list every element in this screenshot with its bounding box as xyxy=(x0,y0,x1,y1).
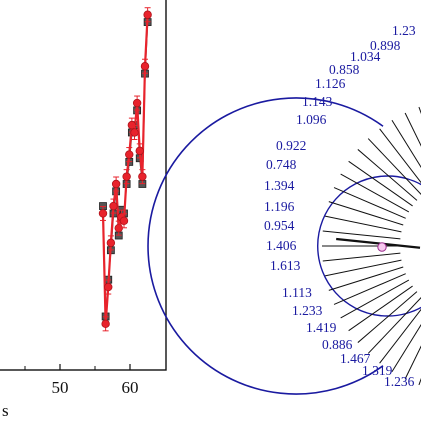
data-point xyxy=(101,319,110,329)
pointer-line xyxy=(336,237,421,249)
data-point xyxy=(130,128,139,137)
radial-value-label: 1.236 xyxy=(384,374,415,389)
radial-spoke xyxy=(333,187,406,219)
x-tick-label: 50 xyxy=(52,378,69,397)
radial-spoke xyxy=(404,345,421,380)
radial-spoke xyxy=(357,149,418,201)
radial-value-label: 0.954 xyxy=(264,218,295,233)
data-point xyxy=(98,209,108,218)
radial-value-label: 1.467 xyxy=(340,351,371,366)
plot-frame xyxy=(0,0,167,371)
radial-value-label: 1.319 xyxy=(362,363,393,378)
radial-value-label: 1.096 xyxy=(296,112,327,127)
radial-spoke xyxy=(322,230,401,240)
data-point xyxy=(122,172,131,181)
data-point xyxy=(143,10,152,19)
radial-spoke xyxy=(333,273,406,305)
radial-value-label: 0.922 xyxy=(276,138,306,153)
x-axis-ticks: 50 60 xyxy=(24,364,139,397)
radial-value-label: 1.419 xyxy=(306,320,337,335)
radial-value-label: 0.898 xyxy=(370,38,401,53)
radial-spoke xyxy=(367,296,421,354)
radial-spoke xyxy=(348,160,413,207)
radial-spoke xyxy=(322,252,401,262)
inner-ring xyxy=(317,175,421,317)
radial-spoke xyxy=(324,259,402,277)
series-layer xyxy=(98,7,152,332)
radial-value-label: 0.886 xyxy=(322,337,353,352)
radial-value-label: 1.233 xyxy=(292,303,323,318)
line-chart-panel: 50 60 s xyxy=(0,0,167,420)
radial-value-label: 1.143 xyxy=(302,94,333,109)
radial-spoke xyxy=(348,285,413,332)
radial-value-label: 1.406 xyxy=(266,238,297,253)
data-point xyxy=(132,98,142,108)
radial-spoke xyxy=(379,128,421,184)
x-axis-label-fragment: s xyxy=(2,401,9,420)
data-point xyxy=(109,201,118,211)
data-point xyxy=(119,216,129,225)
radial-value-label: 0.858 xyxy=(329,62,360,77)
radial-spoke xyxy=(357,291,418,343)
radial-value-label: 0.748 xyxy=(266,157,297,172)
data-point xyxy=(138,172,147,181)
radial-value-label: 1.196 xyxy=(264,199,295,214)
radial-spoke xyxy=(340,279,410,319)
radial-spoke xyxy=(404,112,421,147)
data-point xyxy=(104,282,113,292)
radial-value-label: 1.126 xyxy=(315,76,346,91)
radial-spoke xyxy=(367,138,421,196)
radial-value-label: 1.034 xyxy=(350,49,381,64)
data-point xyxy=(106,238,116,248)
data-point xyxy=(111,179,121,189)
data-point xyxy=(140,62,150,71)
radial-spoke xyxy=(340,173,410,213)
data-point xyxy=(125,150,134,159)
radial-diagram xyxy=(147,97,421,395)
radial-value-label: 1.113 xyxy=(282,285,312,300)
radial-spoke xyxy=(328,201,404,226)
radial-value-label: 1.394 xyxy=(264,178,295,193)
radial-spoke xyxy=(379,308,421,364)
outer-ring xyxy=(147,97,384,395)
radial-spoke xyxy=(324,215,402,233)
radial-value-label: 1.23 xyxy=(392,23,416,38)
radial-spoke xyxy=(391,324,421,373)
radial-spoke xyxy=(391,119,421,168)
pointer-marker xyxy=(377,242,387,252)
radial-spoke xyxy=(328,266,404,291)
x-tick-label: 60 xyxy=(122,378,139,397)
radial-value-label: 1.613 xyxy=(270,258,301,273)
data-point xyxy=(135,146,144,156)
